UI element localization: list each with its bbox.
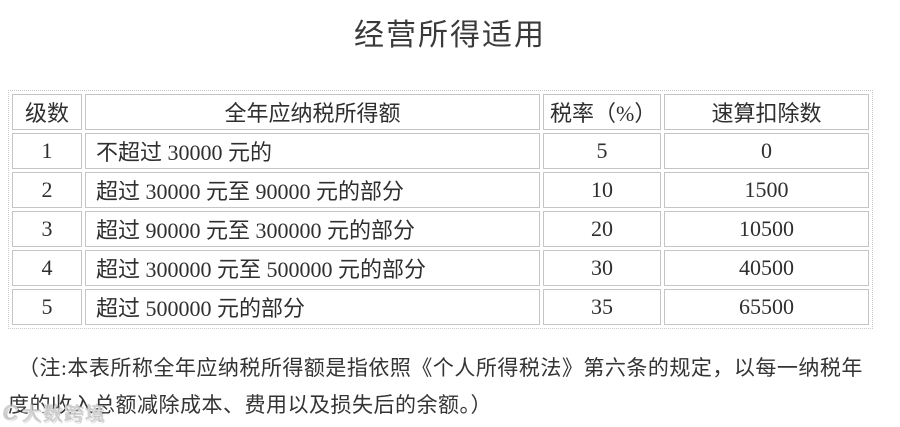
cell-rate: 35 (543, 289, 661, 325)
table-header: 级数 全年应纳税所得额 税率（%） 速算扣除数 (12, 94, 869, 130)
footnote-line-2: 度的收入总额减除成本、费用以及损失后的余额。） (8, 393, 492, 417)
table-row: 3 超过 90000 元至 300000 元的部分 20 10500 (12, 211, 869, 247)
cell-deduction: 10500 (664, 211, 869, 247)
header-income: 全年应纳税所得额 (85, 94, 540, 130)
table-header-row: 级数 全年应纳税所得额 税率（%） 速算扣除数 (12, 94, 869, 130)
cell-rate: 5 (543, 133, 661, 169)
footnote: （注:本表所称全年应纳税所得额是指依照《个人所得税法》第六条的规定，以每一纳税年… (8, 350, 878, 424)
footnote-line-1: （注:本表所称全年应纳税所得额是指依照《个人所得税法》第六条的规定，以每一纳税年 (18, 356, 863, 380)
cell-income: 超过 90000 元至 300000 元的部分 (85, 211, 540, 247)
header-level: 级数 (12, 94, 82, 130)
table-row: 4 超过 300000 元至 500000 元的部分 30 40500 (12, 250, 869, 286)
header-deduction: 速算扣除数 (664, 94, 869, 130)
table-row: 5 超过 500000 元的部分 35 65500 (12, 289, 869, 325)
cell-income: 不超过 30000 元的 (85, 133, 540, 169)
cell-income: 超过 500000 元的部分 (85, 289, 540, 325)
table-row: 1 不超过 30000 元的 5 0 (12, 133, 869, 169)
table-row: 2 超过 30000 元至 90000 元的部分 10 1500 (12, 172, 869, 208)
cell-deduction: 0 (664, 133, 869, 169)
cell-level: 2 (12, 172, 82, 208)
cell-rate: 20 (543, 211, 661, 247)
cell-income: 超过 300000 元至 500000 元的部分 (85, 250, 540, 286)
header-rate: 税率（%） (543, 94, 661, 130)
cell-deduction: 65500 (664, 289, 869, 325)
cell-rate: 10 (543, 172, 661, 208)
cell-deduction: 40500 (664, 250, 869, 286)
cell-level: 3 (12, 211, 82, 247)
tax-table-body: 1 不超过 30000 元的 5 0 2 超过 30000 元至 90000 元的部分 10… (12, 133, 869, 325)
cell-income: 超过 30000 元至 90000 元的部分 (85, 172, 540, 208)
tax-rate-table: 级数 全年应纳税所得额 税率（%） 速算扣除数 1 不超过 30000 元的 5 0 2… (8, 90, 873, 329)
cell-level: 1 (12, 133, 82, 169)
cell-rate: 30 (543, 250, 661, 286)
page-title: 经营所得适用 (354, 19, 546, 52)
cell-level: 5 (12, 289, 82, 325)
cell-deduction: 1500 (664, 172, 869, 208)
cell-level: 4 (12, 250, 82, 286)
